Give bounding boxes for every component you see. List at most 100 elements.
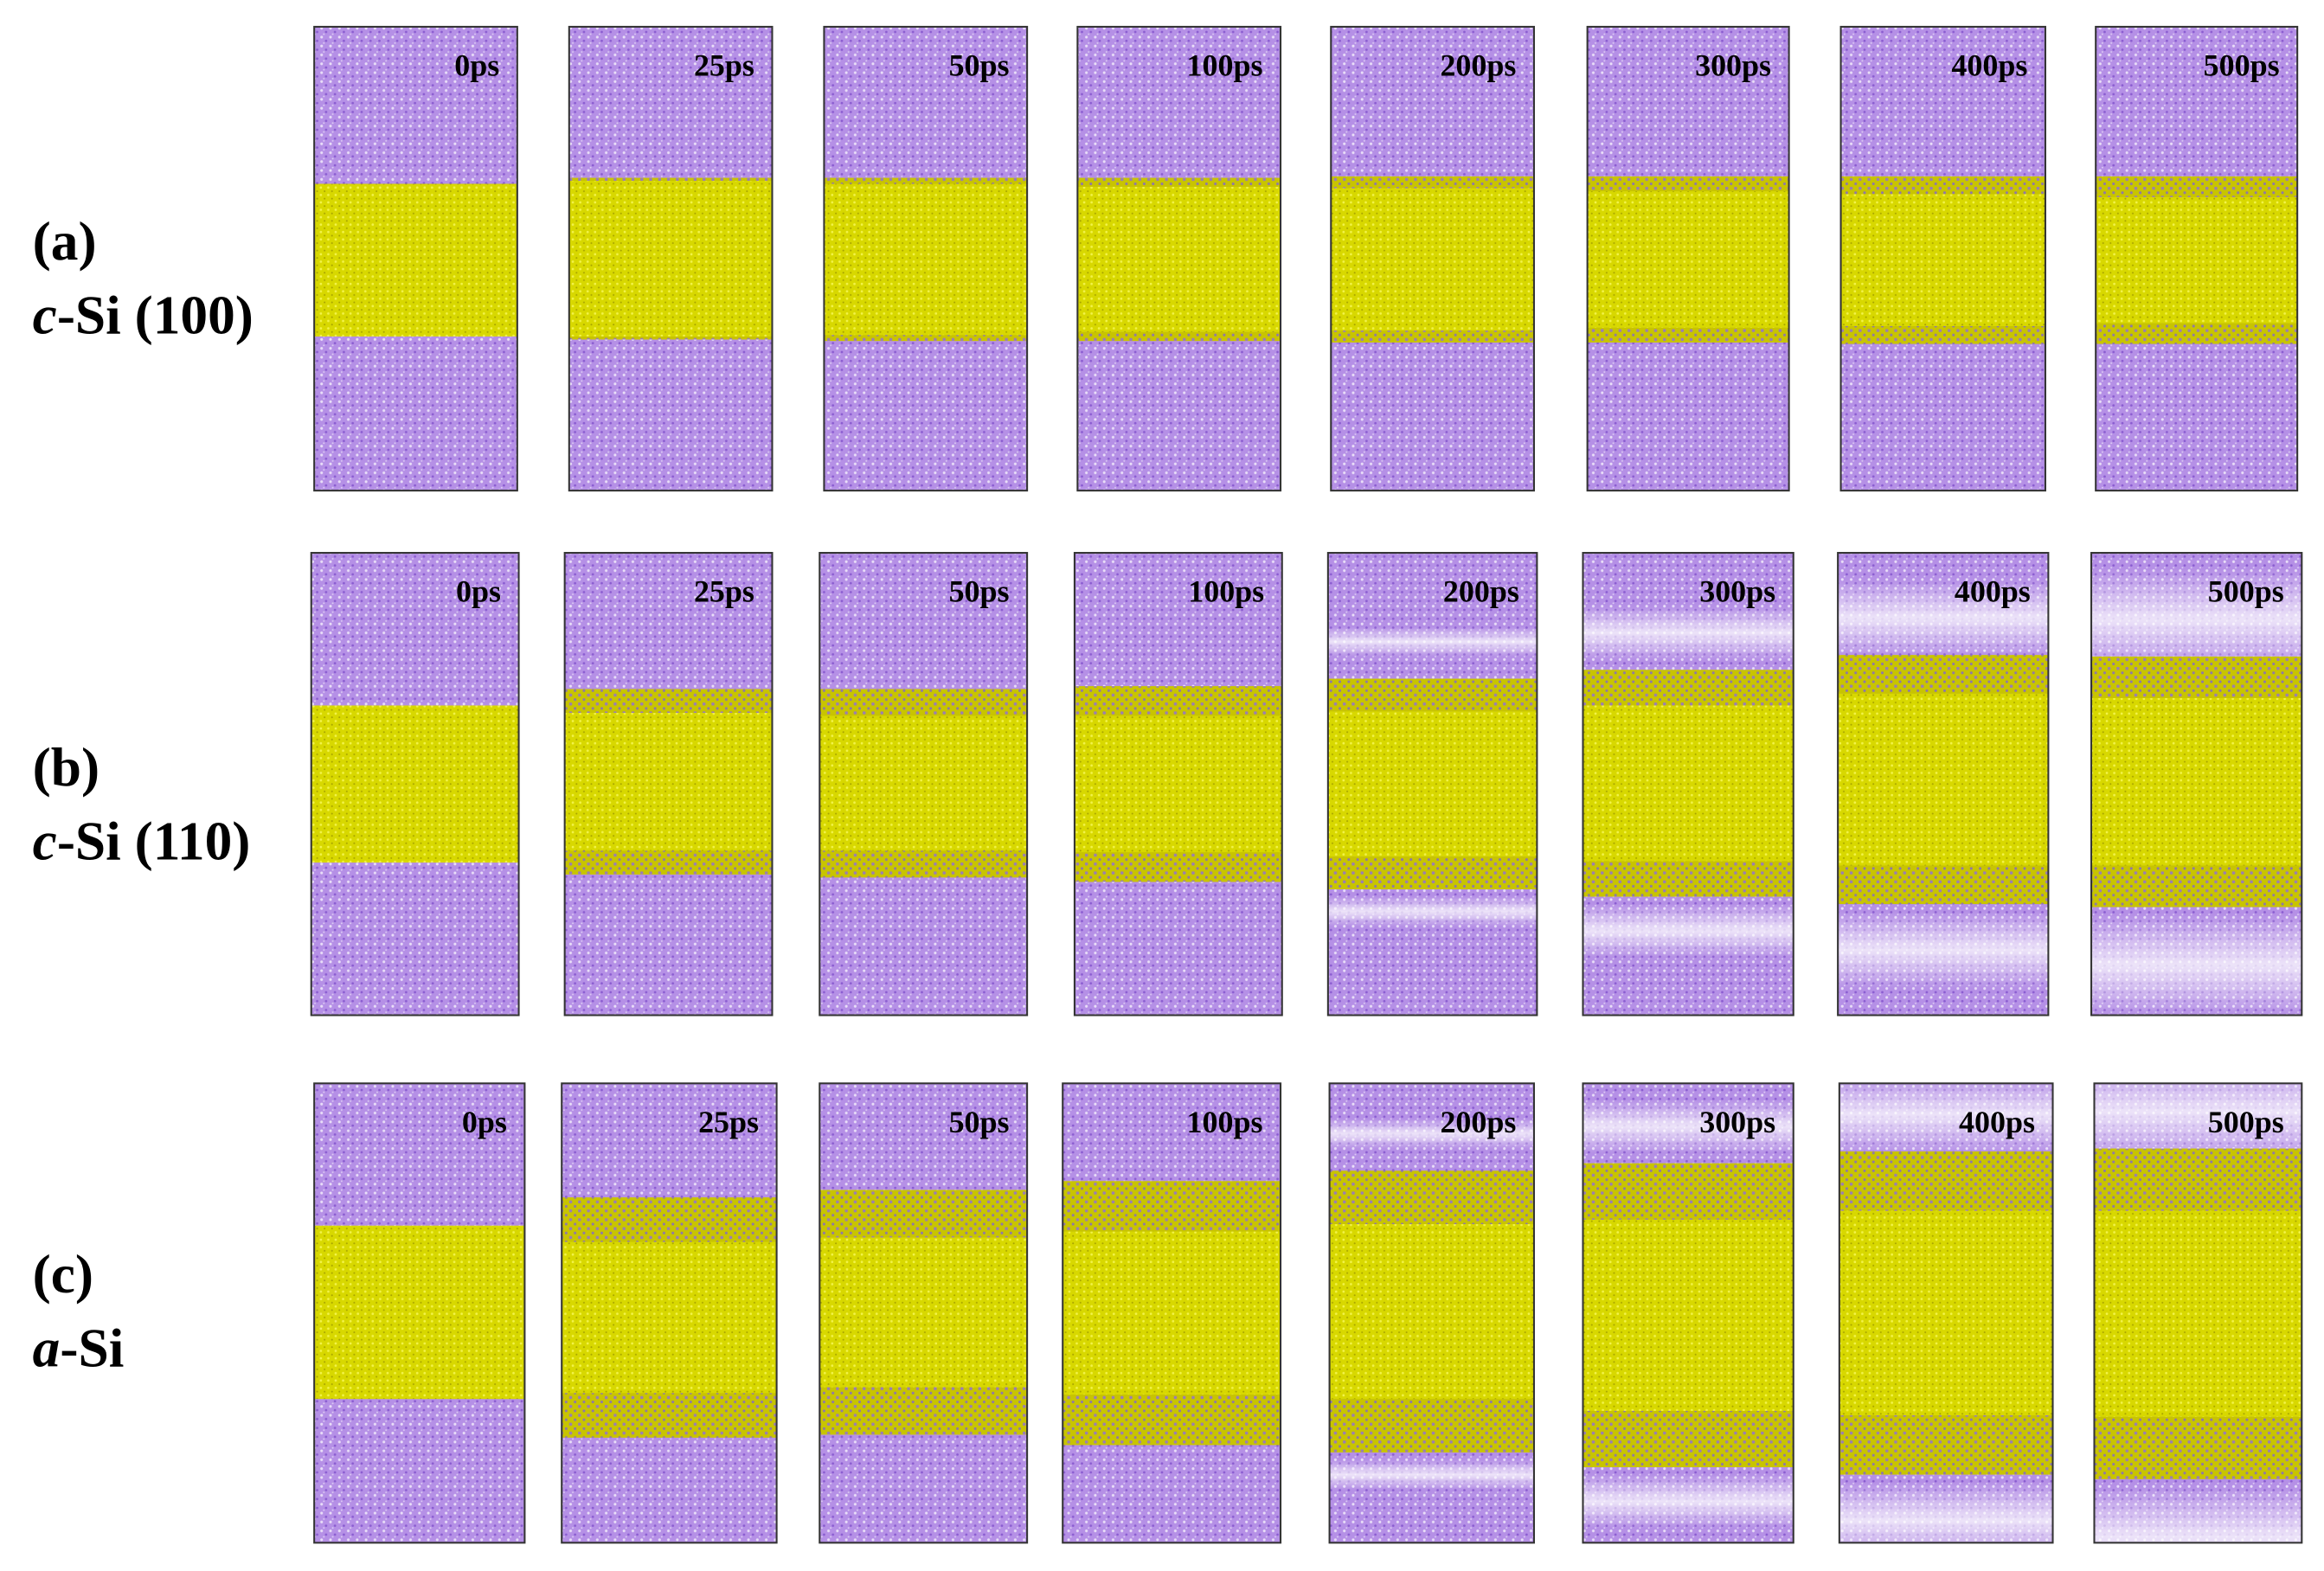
interface bbox=[1583, 1163, 1794, 1220]
snapshot-panel: 300ps bbox=[1582, 1082, 1794, 1544]
panel-border bbox=[1839, 25, 2046, 492]
haze bbox=[1329, 1459, 1534, 1490]
interface bbox=[1074, 852, 1282, 882]
silicon-layer bbox=[314, 183, 517, 337]
interface bbox=[2091, 656, 2302, 698]
time-label: 300ps bbox=[1695, 48, 1771, 82]
silicon-layer bbox=[564, 689, 773, 875]
snapshot-panel: 500ps bbox=[2090, 552, 2303, 1016]
haze bbox=[1583, 1474, 1794, 1529]
snapshot-panel: 100ps bbox=[1076, 25, 1282, 492]
interface bbox=[1077, 331, 1281, 342]
snapshot-panel: 50ps bbox=[819, 552, 1029, 1016]
snapshot-panel: 0ps bbox=[313, 1082, 526, 1544]
interface bbox=[564, 850, 773, 875]
interface bbox=[1583, 670, 1794, 706]
interface bbox=[2094, 1416, 2302, 1479]
silicon-layer bbox=[1838, 655, 2049, 905]
haze bbox=[1838, 579, 2049, 657]
time-label: 200ps bbox=[1443, 574, 1519, 609]
snapshot-panel: 500ps bbox=[2095, 25, 2299, 492]
snapshot-panel: 400ps bbox=[1838, 1075, 2054, 1560]
panel-border bbox=[563, 552, 774, 1016]
panel-border bbox=[1838, 1082, 2054, 1544]
panel-border bbox=[1328, 1082, 1535, 1544]
silicon-layer bbox=[1074, 686, 1282, 882]
panel-border bbox=[1326, 552, 1538, 1016]
interface bbox=[1329, 1170, 1534, 1225]
interface bbox=[1329, 1399, 1534, 1452]
time-label: 0ps bbox=[454, 48, 499, 82]
interface bbox=[1583, 1410, 1794, 1467]
haze bbox=[1583, 1100, 1794, 1153]
interface bbox=[1062, 1181, 1281, 1232]
time-label: 0ps bbox=[462, 1105, 507, 1139]
interface bbox=[1583, 861, 1794, 897]
time-label: 25ps bbox=[694, 574, 754, 609]
panel-border bbox=[1330, 25, 1535, 492]
silicon-layer bbox=[568, 177, 773, 340]
haze bbox=[1583, 606, 1794, 660]
panel-border bbox=[561, 1082, 778, 1544]
interface bbox=[1327, 856, 1538, 889]
interface bbox=[2096, 323, 2298, 344]
silicon-layer bbox=[1327, 678, 1538, 889]
haze bbox=[1327, 896, 1538, 927]
silicon-layer bbox=[824, 177, 1028, 342]
snapshot-panel: 500ps bbox=[2093, 1061, 2303, 1571]
panel-border bbox=[568, 25, 774, 492]
interface bbox=[2091, 865, 2302, 907]
snapshot-panel: 0ps bbox=[310, 552, 520, 1016]
haze bbox=[1329, 1119, 1534, 1149]
interface bbox=[1838, 865, 2049, 905]
panel-border bbox=[310, 552, 520, 1016]
material-label: c-Si (100) bbox=[33, 285, 254, 346]
panel-border bbox=[1073, 552, 1283, 1016]
time-label: 200ps bbox=[1440, 1105, 1516, 1139]
silicon-layer bbox=[1077, 177, 1281, 342]
time-label: 400ps bbox=[1951, 48, 2027, 82]
time-label: 500ps bbox=[2208, 1105, 2284, 1139]
interface bbox=[1331, 176, 1534, 189]
interface bbox=[2094, 1148, 2302, 1211]
panel-border bbox=[823, 25, 1029, 492]
row-label: (c) bbox=[33, 1244, 93, 1305]
interface bbox=[1062, 1395, 1281, 1446]
time-label: 500ps bbox=[2208, 574, 2284, 609]
snapshot-panel: 400ps bbox=[1839, 25, 2046, 492]
haze bbox=[2094, 1486, 2302, 1571]
time-label: 100ps bbox=[1187, 48, 1263, 82]
panel-border bbox=[313, 25, 518, 492]
time-label: 400ps bbox=[1955, 574, 2031, 609]
silicon-layer bbox=[1331, 176, 1534, 343]
time-label: 300ps bbox=[1699, 574, 1775, 609]
time-label: 300ps bbox=[1699, 1105, 1775, 1139]
silicon-layer bbox=[314, 1225, 525, 1400]
time-label: 500ps bbox=[2204, 48, 2280, 82]
interface bbox=[824, 177, 1028, 184]
material-name: -Si (110) bbox=[57, 811, 251, 872]
time-label: 400ps bbox=[1959, 1105, 2035, 1139]
snapshot-panel: 100ps bbox=[1062, 1082, 1282, 1544]
panel-border bbox=[819, 552, 1029, 1016]
snapshot-panel: 400ps bbox=[1837, 552, 2050, 1016]
time-label: 25ps bbox=[694, 48, 754, 82]
material-prefix: c bbox=[33, 285, 57, 346]
snapshot-panel: 50ps bbox=[823, 25, 1029, 492]
interface bbox=[1074, 686, 1282, 716]
haze bbox=[1327, 626, 1538, 657]
interface bbox=[1331, 330, 1534, 343]
snapshot-panel: 300ps bbox=[1582, 552, 1794, 1016]
silicon-layer bbox=[2091, 656, 2302, 907]
interface bbox=[819, 689, 1028, 716]
material-label: c-Si (110) bbox=[33, 811, 251, 872]
haze bbox=[1839, 1075, 2053, 1153]
panel-border bbox=[1582, 1082, 1794, 1544]
time-label: 50ps bbox=[949, 1105, 1010, 1139]
interface bbox=[1587, 327, 1789, 343]
silicon-layer bbox=[311, 705, 519, 863]
interface bbox=[824, 335, 1028, 342]
panel-border bbox=[1582, 552, 1794, 1016]
snapshot-panel: 200ps bbox=[1328, 1082, 1535, 1544]
material-name: -Si (100) bbox=[57, 285, 254, 346]
